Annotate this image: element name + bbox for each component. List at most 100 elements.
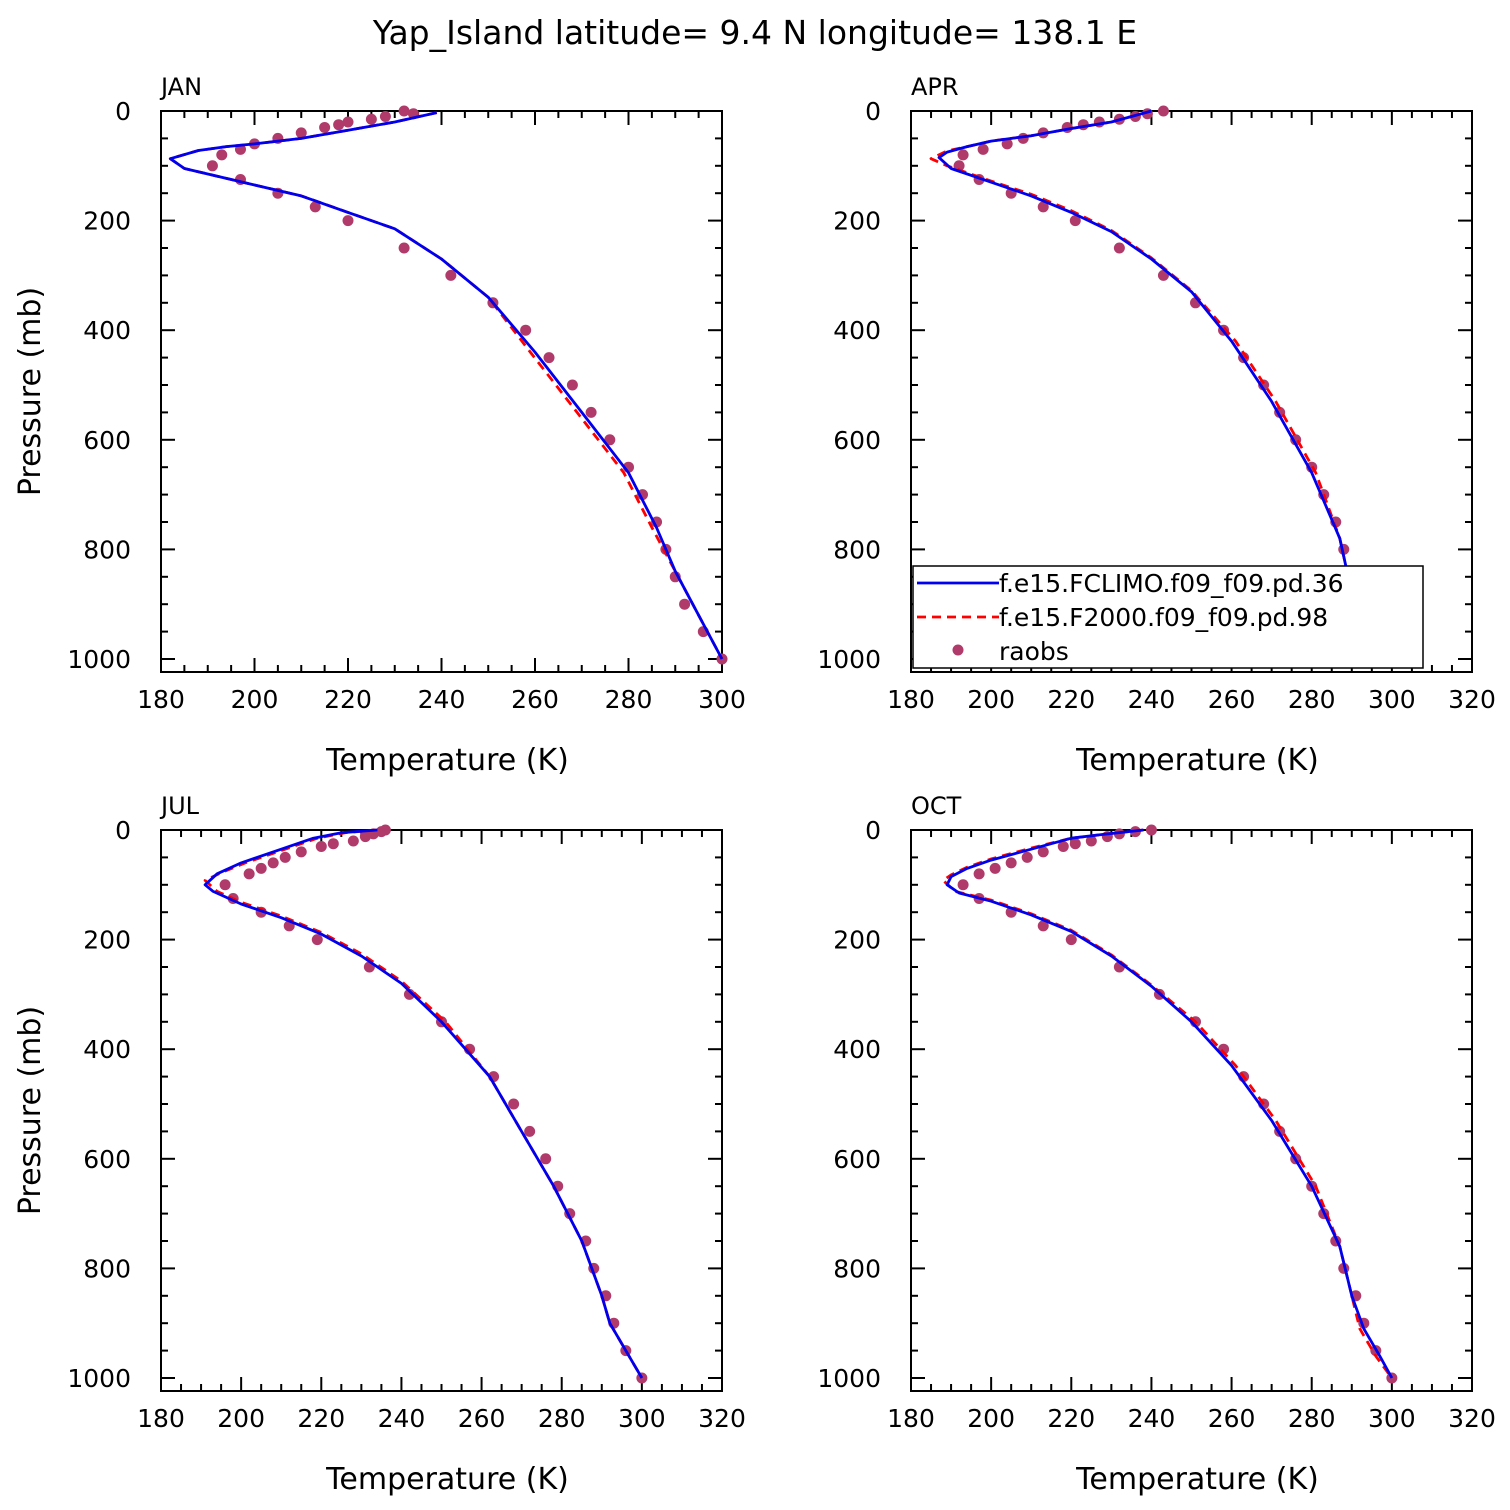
x-tick-label: 300 <box>1368 685 1416 714</box>
raobs-point <box>520 324 532 336</box>
raobs-point <box>315 840 327 852</box>
y-tick-label: 0 <box>865 97 881 126</box>
raobs-point <box>403 988 415 1000</box>
raobs-point <box>279 851 291 863</box>
x-tick-label: 240 <box>378 1404 426 1433</box>
plot-frame <box>160 829 723 1392</box>
raobs-point <box>295 127 307 139</box>
raobs-point <box>1021 851 1033 863</box>
raobs-point <box>359 831 371 843</box>
x-tick-label: 200 <box>967 1404 1015 1433</box>
raobs-point <box>1157 105 1169 117</box>
series-f2000-line <box>203 828 644 1379</box>
raobs-point <box>679 598 691 610</box>
panel-label: OCT <box>911 792 962 820</box>
x-tick-label: 320 <box>698 1404 746 1433</box>
series-fclimo-line <box>203 828 644 1379</box>
raobs-point <box>219 879 231 891</box>
panel-label: JAN <box>159 73 202 101</box>
y-tick-label: 800 <box>833 1254 881 1283</box>
raobs-point <box>1113 242 1125 254</box>
panel-label: APR <box>911 73 959 101</box>
legend-label: f.e15.F2000.f09_f09.pd.98 <box>999 603 1328 632</box>
raobs-point <box>255 862 267 874</box>
x-axis-title: Temperature (K) <box>1075 1462 1319 1497</box>
x-tick-label: 280 <box>605 685 653 714</box>
raobs-point <box>1069 215 1081 227</box>
raobs-point <box>267 857 279 869</box>
x-tick-label: 220 <box>1047 685 1095 714</box>
panel-label: JUL <box>159 792 200 820</box>
raobs-point <box>524 1125 536 1137</box>
y-tick-label: 400 <box>83 316 131 345</box>
plot-frame <box>910 829 1473 1392</box>
y-tick-label: 600 <box>833 1145 881 1174</box>
raobs-point <box>1037 920 1049 932</box>
raobs-point <box>365 113 377 125</box>
x-tick-label: 280 <box>1288 1404 1336 1433</box>
x-tick-label: 300 <box>1368 1404 1416 1433</box>
y-tick-label: 200 <box>833 207 881 236</box>
x-tick-label: 300 <box>698 685 746 714</box>
x-tick-label: 300 <box>618 1404 666 1433</box>
raobs-point <box>543 352 555 364</box>
x-tick-label: 320 <box>1448 1404 1496 1433</box>
y-tick-label: 0 <box>115 816 131 845</box>
raobs-point <box>1065 934 1077 946</box>
x-tick-label: 180 <box>887 1404 935 1433</box>
raobs-point <box>604 434 616 446</box>
y-tick-label: 1000 <box>67 1364 131 1393</box>
raobs-point <box>973 868 985 880</box>
panel-oct: OCT 180 200 220 240 260 280 300 320 0 200 400 600 800… <box>817 792 1495 1497</box>
x-tick-label: 220 <box>297 1404 345 1433</box>
x-tick-label: 260 <box>511 685 559 714</box>
x-tick-label: 240 <box>1128 1404 1176 1433</box>
legend-item: raobs <box>952 637 1069 666</box>
x-tick-label: 200 <box>231 685 279 714</box>
x-tick-label: 220 <box>324 685 372 714</box>
raobs-point <box>1037 846 1049 858</box>
legend-item: f.e15.FCLIMO.f09_f09.pd.36 <box>917 569 1344 598</box>
raobs-point <box>1085 835 1097 847</box>
raobs-point <box>398 242 410 254</box>
x-axis-title: Temperature (K) <box>325 1462 569 1497</box>
y-tick-label: 400 <box>833 316 881 345</box>
x-tick-label: 280 <box>1288 685 1336 714</box>
raobs-point <box>295 846 307 858</box>
raobs-point <box>989 862 1001 874</box>
raobs-point <box>1069 838 1081 850</box>
raobs-point <box>342 116 354 128</box>
y-tick-label: 800 <box>833 535 881 564</box>
legend-label: f.e15.FCLIMO.f09_f09.pd.36 <box>999 569 1344 598</box>
series-fclimo-line <box>168 111 724 660</box>
series-raobs <box>957 824 1398 1384</box>
raobs-point <box>216 149 228 161</box>
y-axis-title: Pressure (mb) <box>13 287 48 496</box>
series-f2000-line <box>168 111 724 660</box>
x-tick-label: 260 <box>458 1404 506 1433</box>
y-axis-title: Pressure (mb) <box>13 1006 48 1215</box>
raobs-point <box>1145 824 1157 836</box>
y-tick-label: 800 <box>83 1254 131 1283</box>
x-tick-label: 180 <box>137 685 185 714</box>
raobs-point <box>309 201 321 213</box>
raobs-point <box>953 160 965 172</box>
raobs-point <box>347 835 359 847</box>
raobs-point <box>342 215 354 227</box>
series-raobs <box>219 824 648 1384</box>
figure-title: Yap_Island latitude= 9.4 N longitude= 13… <box>372 13 1137 52</box>
raobs-point <box>206 160 218 172</box>
series-fclimo-line <box>937 109 1394 660</box>
raobs-point <box>957 879 969 891</box>
raobs-point <box>243 868 255 880</box>
raobs-point <box>311 934 323 946</box>
x-axis-title: Temperature (K) <box>325 743 569 778</box>
y-tick-label: 200 <box>833 926 881 955</box>
raobs-point <box>379 110 391 122</box>
raobs-point <box>1057 840 1069 852</box>
x-tick-label: 180 <box>137 1404 185 1433</box>
y-tick-label: 600 <box>83 1145 131 1174</box>
raobs-point <box>540 1153 552 1165</box>
raobs-point <box>1001 138 1013 150</box>
